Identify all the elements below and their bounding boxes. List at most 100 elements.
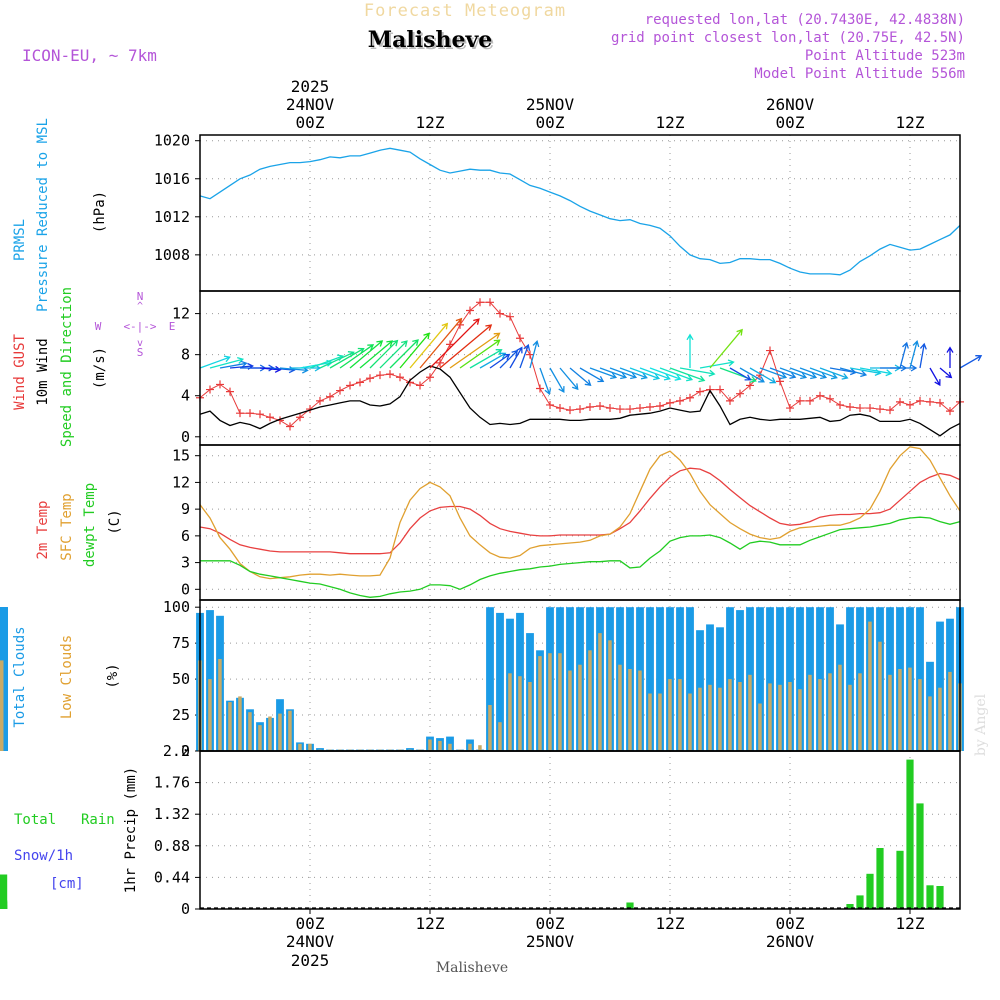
gust-point bbox=[256, 410, 264, 419]
precip-label-snow: Snow/1h bbox=[14, 848, 73, 864]
top-date-label: 25NOV bbox=[526, 95, 575, 114]
low-cloud-bar bbox=[918, 679, 922, 751]
gust-point bbox=[776, 377, 784, 386]
low-cloud-bar bbox=[698, 687, 702, 751]
low-cloud-bar bbox=[658, 693, 662, 751]
rain-bar bbox=[916, 803, 924, 909]
low-cloud-bar bbox=[468, 743, 472, 751]
wind-direction-arrow bbox=[219, 360, 248, 369]
clouds-label-total: Total Clouds bbox=[12, 626, 28, 727]
total-cloud-bar bbox=[316, 748, 324, 751]
wind-direction-arrow bbox=[599, 367, 628, 380]
gust-point bbox=[676, 396, 684, 405]
gust-point bbox=[486, 298, 494, 307]
gust-point bbox=[366, 374, 374, 383]
gust-point bbox=[566, 406, 574, 415]
y-tick-label: 1.76 bbox=[154, 774, 190, 792]
gust-point bbox=[446, 340, 454, 349]
low-cloud-bar bbox=[0, 664, 4, 751]
clouds-panel: 0 25 50 75 100 bbox=[0, 598, 964, 760]
gust-point bbox=[506, 312, 514, 321]
gust-point bbox=[546, 400, 554, 409]
wind-direction-arrow bbox=[929, 367, 941, 387]
gust-point bbox=[866, 404, 874, 413]
gust-point bbox=[716, 385, 724, 394]
gust-point bbox=[476, 298, 484, 307]
wind-direction-arrow bbox=[939, 367, 953, 379]
gust-point bbox=[886, 406, 894, 415]
gust-point bbox=[796, 396, 804, 405]
total-cloud-bar bbox=[786, 607, 794, 751]
wind-direction-arrow bbox=[749, 367, 777, 384]
gust-point bbox=[246, 409, 254, 418]
gust-point bbox=[596, 401, 604, 410]
low-cloud-bar bbox=[588, 650, 592, 751]
y-tick-label: 12 bbox=[172, 305, 190, 323]
wind-direction-arrow bbox=[409, 322, 449, 369]
bottom-date-label: 25NOV bbox=[526, 932, 575, 951]
y-tick-label: 1012 bbox=[154, 208, 190, 226]
temp-2m-line bbox=[199, 467, 961, 555]
gust-point bbox=[846, 403, 854, 412]
y-tick-label: 0 bbox=[181, 742, 190, 760]
low-cloud-bar bbox=[808, 674, 812, 751]
y-tick-label: 15 bbox=[172, 447, 190, 465]
y-tick-label: 3 bbox=[181, 554, 190, 572]
sfc-temp-line bbox=[199, 446, 961, 580]
watermark: by Angel bbox=[973, 693, 989, 756]
wind-label-gust: Wind GUST bbox=[12, 334, 28, 410]
precip-panel: 0 0.44 0.88 1.32 1.76 2.2 bbox=[0, 742, 960, 918]
top-time-label: 12Z bbox=[896, 113, 925, 132]
total-cloud-bar bbox=[0, 607, 8, 751]
gust-point bbox=[466, 306, 474, 315]
y-tick-label: 6 bbox=[181, 527, 190, 545]
y-tick-label: 2.2 bbox=[163, 742, 190, 760]
wind-direction-arrow bbox=[339, 344, 375, 369]
low-cloud-bar bbox=[548, 653, 552, 751]
pressure-label-unit: (hPa) bbox=[92, 191, 108, 233]
gust-point bbox=[946, 407, 954, 416]
low-cloud-bar bbox=[758, 703, 762, 751]
wind-direction-arrow bbox=[369, 339, 399, 369]
low-cloud-bar bbox=[688, 693, 692, 751]
low-cloud-bar bbox=[628, 669, 632, 751]
wind-direction-arrow bbox=[919, 342, 927, 369]
y-tick-label: 0.44 bbox=[154, 868, 190, 886]
wind-direction-arrow bbox=[519, 343, 531, 369]
wind-label-unit: (m/s) bbox=[92, 347, 108, 389]
wind-direction-arrow bbox=[890, 364, 918, 372]
wind-panel: 0 4 8 12 bbox=[172, 291, 983, 446]
wind-direction-arrow bbox=[309, 354, 344, 369]
low-cloud-bar bbox=[268, 716, 272, 751]
wind-direction-arrow bbox=[479, 352, 507, 369]
clouds-label-unit: (%) bbox=[105, 663, 121, 688]
low-cloud-bar bbox=[278, 713, 282, 751]
compass-w: W bbox=[95, 320, 102, 333]
rain-bar bbox=[866, 873, 874, 909]
low-cloud-bar bbox=[878, 641, 882, 751]
bottom-time-label: 00Z bbox=[296, 914, 325, 933]
bottom-time-label: 12Z bbox=[896, 914, 925, 933]
gust-point bbox=[206, 385, 214, 394]
wind-direction-arrow bbox=[489, 353, 511, 369]
rain-bar bbox=[626, 902, 634, 909]
low-cloud-bar bbox=[618, 664, 622, 751]
bottom-date-label: 24NOV bbox=[286, 932, 335, 951]
gust-point bbox=[766, 346, 774, 355]
low-cloud-bar bbox=[938, 687, 942, 751]
wind-direction-arrow bbox=[259, 365, 282, 373]
total-cloud-bar bbox=[846, 607, 854, 751]
gust-point bbox=[916, 396, 924, 405]
rain-bar bbox=[846, 904, 854, 909]
bottom-time-label: 12Z bbox=[656, 914, 685, 933]
gust-point bbox=[266, 413, 274, 422]
low-cloud-bar bbox=[518, 676, 522, 751]
gust-point bbox=[856, 404, 864, 413]
precip-label-unit-cm: [cm] bbox=[50, 876, 84, 892]
gust-point bbox=[616, 405, 624, 414]
bottom-time-label: 00Z bbox=[776, 914, 805, 933]
wind-direction-arrow bbox=[539, 367, 552, 396]
gust-point bbox=[786, 404, 794, 413]
header-location: Malisheve bbox=[368, 27, 492, 53]
